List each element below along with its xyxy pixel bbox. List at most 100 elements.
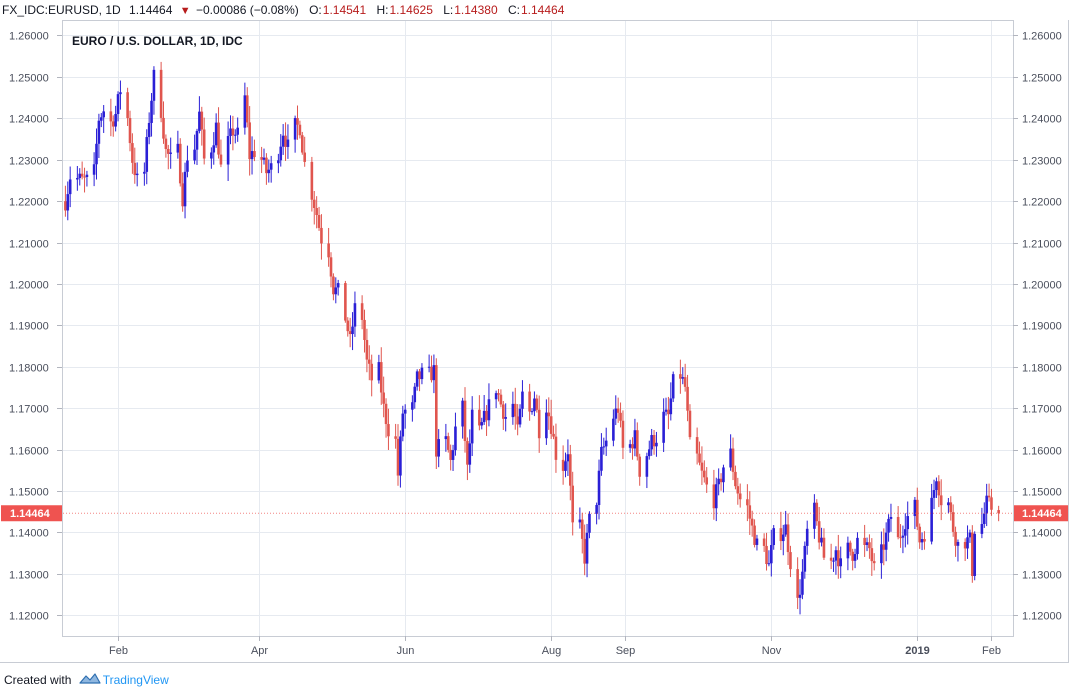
time-axis[interactable]: Feb Apr Jun Aug Sep Nov 2019 Feb <box>109 636 1001 657</box>
candle-up <box>444 423 448 452</box>
candle-down <box>159 61 163 123</box>
candle-body <box>131 143 134 163</box>
close-value: 1.14464 <box>520 3 565 17</box>
candle-body <box>805 528 809 546</box>
candle-up <box>399 430 402 488</box>
candle-body <box>320 227 323 244</box>
y-tick-label-right: 1.12000 <box>1022 611 1062 623</box>
candle-down <box>320 214 323 260</box>
candle-body <box>195 130 199 150</box>
x-tick-label: Aug <box>542 645 562 657</box>
candle-body <box>377 362 381 381</box>
candle-down <box>762 533 766 552</box>
y-tick-label-left: 1.20000 <box>9 280 49 292</box>
candle-body <box>413 386 417 403</box>
candle-up <box>521 380 524 418</box>
candle-body <box>454 426 457 451</box>
candle-body <box>430 366 433 381</box>
candle-down <box>497 389 500 402</box>
created-with-text: Created with <box>4 673 72 687</box>
candle-body <box>753 525 756 545</box>
candle-body <box>982 513 986 524</box>
candle-body <box>260 157 263 160</box>
candle-body <box>186 160 189 172</box>
candle-up <box>169 137 172 169</box>
candle-body <box>119 92 122 95</box>
candle-up <box>669 382 673 421</box>
candle-up <box>487 383 491 427</box>
candle-down <box>951 504 955 537</box>
last-price-tag-right <box>1014 505 1068 522</box>
candle-body <box>521 391 524 409</box>
candle-up <box>803 541 807 579</box>
candle-up <box>470 396 474 457</box>
y-tick-label-right: 1.26000 <box>1022 31 1062 43</box>
candle-body <box>597 470 601 506</box>
right-price-axis[interactable]: 1.12000 1.13000 1.14000 1.15000 1.16000 1.170… <box>1013 31 1062 623</box>
y-tick-label-right: 1.13000 <box>1022 570 1062 582</box>
candle-up <box>150 93 153 137</box>
candle-up <box>604 427 608 456</box>
candle-body <box>535 398 539 410</box>
candle-body <box>822 537 826 558</box>
candle-body <box>451 450 455 460</box>
candle-down <box>561 445 565 485</box>
candle-up <box>566 439 570 476</box>
candle-down <box>954 526 957 557</box>
candle-body <box>226 136 230 165</box>
grid-lines <box>63 21 1013 636</box>
candle-up <box>279 134 283 167</box>
candle-body <box>853 554 857 561</box>
candle-body <box>990 497 993 510</box>
candle-down <box>753 519 756 548</box>
candle-down <box>851 548 854 571</box>
candle-up <box>856 532 859 560</box>
candle-up <box>250 136 254 175</box>
candle-up <box>135 162 139 187</box>
candle-body <box>114 114 117 127</box>
candle-down <box>636 422 639 461</box>
candle-body <box>652 435 656 447</box>
candle-down <box>583 524 586 576</box>
candle-down <box>547 397 551 430</box>
candle-body <box>533 398 536 412</box>
candle-down <box>248 106 251 176</box>
candle-down <box>616 397 620 423</box>
candle-body <box>143 171 146 174</box>
candle-body <box>935 481 938 491</box>
candle-up <box>846 536 850 571</box>
price-chart[interactable]: 1.12000 1.13000 1.14000 1.15000 1.16000 1.170… <box>0 0 1073 668</box>
candle-up <box>798 579 802 615</box>
candle-body <box>236 127 239 135</box>
candle-body <box>561 459 565 471</box>
tradingview-brand[interactable]: TradingView <box>102 673 169 687</box>
candle-body <box>719 478 723 483</box>
candle-body <box>516 416 519 425</box>
candle-body <box>85 174 89 178</box>
candle-down <box>815 499 819 526</box>
candle-down <box>712 469 716 520</box>
last-price: 1.14464 <box>129 3 173 17</box>
candle-up <box>767 550 771 567</box>
tradingview-cloud-icon[interactable] <box>79 671 101 690</box>
candle-body <box>956 541 960 546</box>
candle-body <box>971 532 974 576</box>
candle-up <box>968 529 972 543</box>
symbol-label[interactable]: FX_IDC:EURUSD, 1D <box>2 3 121 17</box>
candle-body <box>703 470 706 478</box>
candle-up <box>966 525 969 559</box>
candle-down <box>200 106 204 146</box>
y-tick-label-left: 1.26000 <box>9 31 49 43</box>
candle-up <box>913 496 917 530</box>
candle-body <box>193 149 196 161</box>
candle-up <box>564 452 567 478</box>
candle-body <box>159 69 163 118</box>
candle-body <box>463 400 467 442</box>
candle-body <box>604 440 608 447</box>
candle-down <box>535 394 539 413</box>
left-price-axis[interactable]: 1.12000 1.13000 1.14000 1.15000 1.16000 1.170… <box>9 31 62 623</box>
candle-body <box>365 339 369 360</box>
candle-body <box>432 365 436 381</box>
candle-body <box>655 442 658 447</box>
candle-body <box>427 366 431 368</box>
